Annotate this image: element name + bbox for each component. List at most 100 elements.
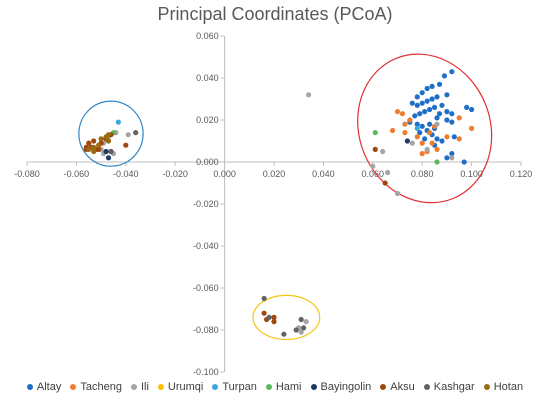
point-kashgar <box>298 316 304 323</box>
point-altay <box>427 121 433 127</box>
point-hotan <box>105 132 112 138</box>
point-kashgar <box>293 327 299 333</box>
y-tick-label: -0.080 <box>193 325 219 335</box>
point-aksu <box>86 140 92 146</box>
point-ili <box>394 190 401 197</box>
x-tick-label: 0.020 <box>263 169 286 179</box>
x-tick-label: 0.040 <box>312 169 335 179</box>
point-tacheng <box>399 111 406 117</box>
point-altay <box>439 102 445 108</box>
legend-marker <box>212 384 219 390</box>
point-altay <box>434 115 440 121</box>
y-tick-label: 0.000 <box>196 157 219 167</box>
point-altay <box>461 159 467 165</box>
chart-title: Principal Coordinates (PCoA) <box>157 4 393 24</box>
point-altay <box>429 96 435 102</box>
point-altay <box>449 111 455 117</box>
point-tacheng <box>469 125 475 131</box>
point-altay <box>444 155 450 161</box>
legend-marker <box>265 384 272 390</box>
point-altay <box>441 73 448 79</box>
point-aksu <box>382 180 388 186</box>
point-ili <box>305 92 312 98</box>
legend-item-kashgar: Kashgar <box>423 381 475 393</box>
point-kashgar <box>261 295 267 302</box>
legend-item-altay: Altay <box>26 381 62 393</box>
x-tick-label: 0.120 <box>510 169 533 179</box>
legend-item-tacheng: Tacheng <box>70 381 122 393</box>
point-altay <box>414 94 420 100</box>
point-altay <box>412 113 418 119</box>
point-turpan <box>115 119 121 125</box>
legend-label: Hotan <box>493 381 524 393</box>
legend-item-aksu: Aksu <box>380 381 415 393</box>
point-altay <box>414 121 420 127</box>
legend-label: Altay <box>36 381 62 393</box>
legend-label: Bayingolin <box>320 381 372 393</box>
x-tick-label: -0.080 <box>14 169 40 179</box>
legend-item-urumqi: Urumqi <box>157 381 204 393</box>
point-altay <box>427 106 433 113</box>
point-ili <box>424 146 430 152</box>
point-aksu <box>123 142 129 148</box>
legend-label: Tacheng <box>80 381 122 393</box>
point-altay <box>444 92 450 98</box>
legend-label: Hami <box>275 381 302 393</box>
point-ili <box>370 163 376 169</box>
point-ili <box>380 148 386 155</box>
point-aksu <box>261 310 267 316</box>
point-altay <box>409 100 415 106</box>
point-altay <box>434 94 440 100</box>
x-tick-label: 0.100 <box>460 169 483 179</box>
point-kashgar <box>266 314 272 320</box>
point-altay <box>469 106 475 113</box>
point-altay <box>436 81 443 87</box>
point-aksu <box>372 146 378 152</box>
point-altay <box>419 123 425 129</box>
point-altay <box>419 90 425 96</box>
y-tick-label: 0.040 <box>196 73 219 83</box>
point-tacheng <box>444 134 450 140</box>
point-kashgar <box>281 331 287 337</box>
legend: Altay Tacheng Ili Urumqi Turpan Hami Bayingoli… <box>0 381 550 393</box>
point-altay <box>429 83 435 89</box>
point-kashgar <box>108 148 114 155</box>
legend-item-bayingolin: Bayingolin <box>310 381 372 393</box>
point-aksu <box>271 314 277 320</box>
point-tacheng <box>414 134 420 140</box>
y-tick-label: -0.060 <box>193 283 219 293</box>
point-bayingolin <box>404 138 410 144</box>
legend-label: Turpan <box>222 381 257 393</box>
y-tick-label: 0.020 <box>196 115 219 125</box>
point-altay <box>422 136 428 142</box>
legend-label: Urumqi <box>167 381 204 393</box>
point-altay <box>417 130 423 136</box>
point-hotan <box>86 146 92 152</box>
point-bayingolin <box>103 148 109 155</box>
point-ili <box>385 169 391 176</box>
legend-marker <box>310 384 317 390</box>
legend-item-turpan: Turpan <box>212 381 257 393</box>
x-tick-label: 0.000 <box>213 169 236 179</box>
point-hotan <box>105 138 112 144</box>
legend-label: Aksu <box>390 381 415 393</box>
point-altay <box>424 85 430 92</box>
y-tick-label: -0.040 <box>193 241 219 251</box>
point-ili <box>298 329 304 335</box>
legend-label: Ili <box>140 381 149 393</box>
point-tacheng <box>407 117 413 123</box>
point-hami <box>372 130 378 136</box>
point-altay <box>444 117 450 123</box>
point-altay <box>424 98 430 104</box>
cluster-ellipse <box>357 53 493 204</box>
point-altay <box>449 151 455 157</box>
point-altay <box>449 119 455 125</box>
legend-marker <box>483 384 490 390</box>
x-tick-label: -0.020 <box>162 169 188 179</box>
point-altay <box>449 69 455 75</box>
point-tacheng <box>456 136 462 142</box>
point-altay <box>444 109 450 115</box>
point-tacheng <box>427 130 433 136</box>
legend-marker <box>130 384 137 390</box>
point-altay <box>436 111 443 117</box>
